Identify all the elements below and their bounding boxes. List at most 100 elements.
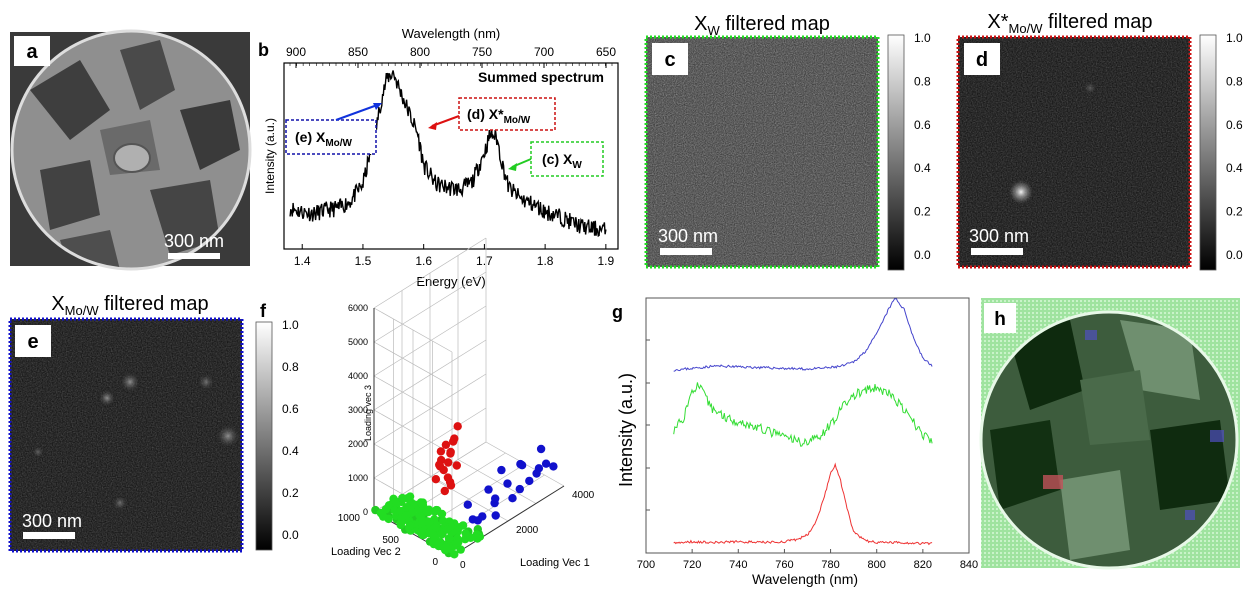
panel-e-spot-4: [214, 422, 242, 450]
panel-b-top-xtick-label: 650: [596, 45, 616, 59]
panel-f-point: [377, 509, 387, 518]
panel-g-xtick-label: 740: [729, 559, 747, 571]
panel-e-letter: e: [27, 331, 38, 353]
panel-f-letter: f: [260, 301, 267, 321]
panel-f-points: [371, 422, 558, 559]
panel-b: b 1.4 1.5 1.6 1.7 1.8 1.9 900 850 800 750 700 650 W…: [258, 26, 619, 289]
panel-f-xlabel: Loading Vec 1: [520, 557, 590, 569]
colorbar-tick-label: 0.0: [282, 528, 299, 542]
colorbar-gradient: [255, 321, 273, 551]
panel-g-letter: g: [612, 302, 623, 322]
panel-f-point: [534, 464, 544, 473]
panel-f-point: [497, 465, 506, 475]
panel-g-xtick-label: 840: [960, 559, 978, 571]
panel-b-letter: b: [258, 40, 269, 60]
colorbar-tick-label: 0.0: [914, 248, 931, 262]
panel-b-xlabel: Energy (eV): [416, 274, 485, 289]
panel-c-letter-box: [652, 43, 688, 75]
colorbar-tick-label: 0.2: [1226, 205, 1243, 219]
panel-b-annotation-d-arrowhead: [428, 122, 437, 130]
panel-f-point: [463, 500, 472, 509]
panel-f-point: [468, 515, 477, 524]
panel-e-spot-1: [118, 370, 142, 394]
panel-b-annotation-d: (d) X*Mo/W: [467, 106, 531, 126]
panel-f-ztick-label: 4000: [348, 371, 368, 381]
colorbar-tick-label: 0.8: [914, 74, 931, 88]
panel-g-xtick-label: 700: [637, 559, 655, 571]
panel-f-ylabel: Loading Vec 2: [331, 546, 401, 558]
panel-f-vec1-tick-label: 0: [460, 560, 466, 571]
panel-f-point: [508, 494, 517, 503]
panel-e-scalebar: [23, 532, 75, 539]
panel-f-point: [444, 458, 453, 467]
panel-h-letter-box: [984, 303, 1016, 333]
panel-f-zlabel: Loading vec 3: [363, 385, 373, 441]
panel-f-point: [418, 519, 427, 528]
panel-f-point: [461, 529, 470, 538]
colorbar-tick-label: 0.6: [282, 402, 299, 416]
panel-b-spectrum-line: [289, 70, 607, 238]
panel-f-point: [405, 492, 415, 501]
panel-e-title: XMo/W filtered map: [51, 293, 208, 318]
panel-f-ztick-label: 2000: [348, 439, 368, 449]
panel-c-scalebar-label: 300 nm: [658, 226, 718, 246]
panel-b-xtick-label: 1.6: [415, 254, 432, 268]
panel-b-ticks: 1.4 1.5 1.6 1.7 1.8 1.9 900 850 800 750 700 650: [286, 45, 616, 268]
panel-f-ztick-label: 0: [363, 507, 368, 517]
panel-f-point: [549, 462, 558, 471]
panel-b-top-xtick-label: 750: [472, 45, 492, 59]
panel-b-annotation-c: (c) XW: [542, 151, 582, 171]
panel-b-xtick-label: 1.4: [294, 254, 311, 268]
panel-f-point: [402, 503, 411, 512]
panel-f-point: [478, 512, 487, 521]
panel-g-xlabel: Wavelength (nm): [752, 571, 858, 587]
panel-f-point: [452, 461, 461, 470]
panel-b-xtick-label: 1.9: [598, 254, 615, 268]
colorbar-tick-label: 1.0: [914, 31, 931, 45]
panel-f-point: [456, 545, 465, 554]
panel-f-point: [431, 475, 441, 484]
panel-c-scalebar: [660, 248, 712, 255]
panel-f-point: [472, 533, 481, 542]
panel-c-colorbar: 1.0 0.8 0.6 0.4 0.2 0.0: [887, 31, 931, 271]
panel-b-xtick-label: 1.8: [537, 254, 554, 268]
panel-e-frame: [8, 317, 244, 553]
colorbar-tick-label: 0.4: [1226, 161, 1243, 175]
panel-f-point: [484, 485, 493, 494]
panel-f-point: [405, 521, 414, 531]
panel-f-point: [503, 479, 512, 488]
panel-f-point: [437, 530, 446, 539]
panel-g-xtick-label: 760: [775, 559, 793, 571]
panel-g-xtick-label: 820: [914, 559, 932, 571]
panel-f-ztick-label: 1000: [348, 473, 368, 483]
colorbar-tick-label: 0.2: [282, 486, 299, 500]
colorbar-gradient: [887, 34, 905, 271]
panel-a-sample: [12, 31, 250, 269]
panel-f-vec1-tick-label: 4000: [572, 490, 595, 501]
panel-b-xtick-label: 1.7: [476, 254, 493, 268]
panel-f-point: [491, 511, 500, 520]
panel-h-letter: h: [994, 309, 1006, 330]
panel-f-point: [431, 523, 440, 532]
panel-f-point: [384, 501, 394, 510]
colorbar-tick-label: 0.2: [914, 205, 931, 219]
panel-d-title: X*Mo/W filtered map: [987, 11, 1152, 36]
panel-g-series-line: [673, 462, 933, 546]
panel-f-point: [428, 529, 437, 539]
panel-e-spot-2: [97, 388, 117, 408]
panel-b-annotation-e-box: [285, 119, 377, 155]
colorbar-tick-label: 0.8: [282, 360, 299, 374]
panel-g-ylabel: Intensity (a.u.): [616, 373, 636, 487]
panel-e-spot-3: [196, 372, 216, 392]
panel-c-noise: [646, 37, 878, 267]
panel-f-vec2-tick-label: 0: [432, 557, 438, 568]
panel-f-point: [401, 511, 411, 520]
panel-b-title: Summed spectrum: [478, 69, 604, 85]
panel-b-top-xtick-label: 850: [348, 45, 368, 59]
colorbar-tick-label: 0.4: [914, 161, 931, 175]
colorbar-tick-label: 1.0: [1226, 31, 1243, 45]
panel-f-point: [454, 538, 463, 547]
panel-h-overlay: [981, 312, 1237, 568]
